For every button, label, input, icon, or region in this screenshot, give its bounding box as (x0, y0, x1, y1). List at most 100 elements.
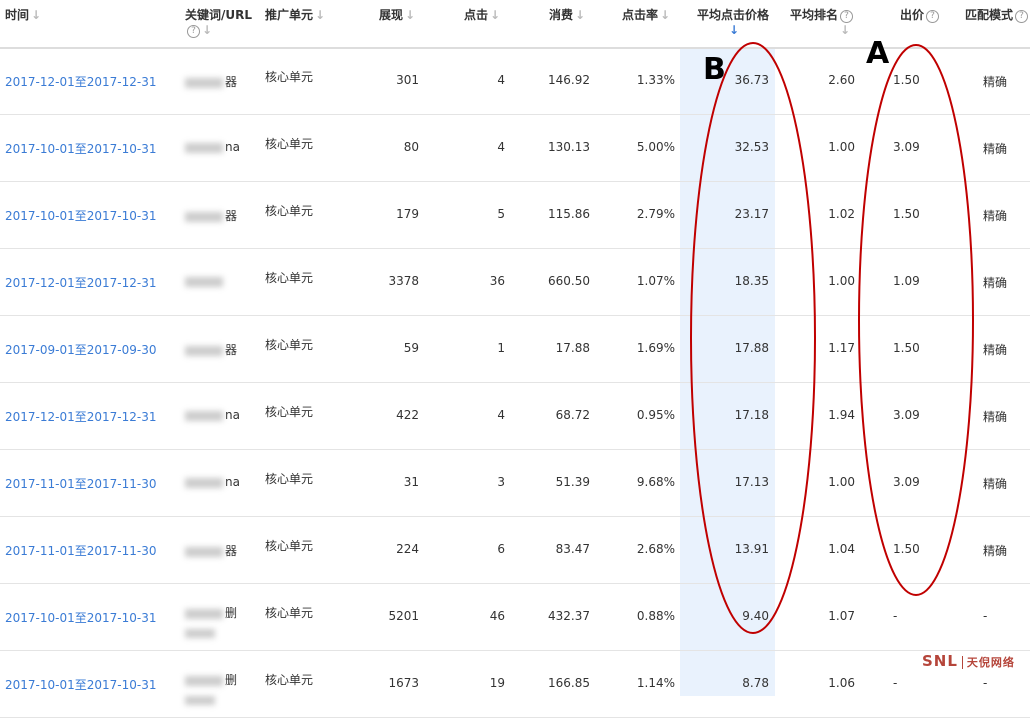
header-clicks[interactable]: 点击 ↓ (464, 8, 501, 22)
cell-clicks: 5 (497, 207, 505, 221)
header-avg-rank[interactable]: 平均排名? ↓ (790, 6, 854, 37)
header-avg-cpc[interactable]: 平均点击价格 ↓ (697, 8, 770, 37)
cell-avg-rank: 2.60 (828, 73, 855, 87)
blurred-text (185, 211, 223, 222)
arrow-down-icon[interactable]: ↓ (575, 8, 586, 22)
table-row: 2017-12-01至2017-12-31 3378 36 660.50 1.07% 18… (0, 249, 1030, 316)
cell-match: 精确 (983, 477, 1008, 491)
cell-avg-rank: 1.00 (828, 140, 855, 154)
cell-bid: 1.50 (893, 207, 920, 221)
cell-ctr: 0.95% (636, 408, 675, 422)
cell-impressions: 31 (403, 475, 419, 489)
cell-cost: 115.86 (548, 207, 590, 221)
blurred-text (185, 477, 223, 488)
cell-clicks: 19 (489, 676, 505, 690)
cell-avg-rank: 1.06 (828, 676, 855, 690)
cell-impressions: 179 (396, 207, 419, 221)
cell-unit: 核心单元 (265, 673, 314, 687)
cell-cost: 660.50 (548, 274, 590, 288)
annotation-ellipse-a (858, 44, 974, 596)
cell-keyword: na (185, 140, 260, 154)
arrow-down-icon[interactable]: ↓ (728, 23, 740, 37)
cell-ctr: 2.79% (636, 207, 675, 221)
cell-match: 精确 (983, 343, 1008, 357)
watermark-logo: SNL 天倪网络 (922, 652, 1015, 670)
arrow-down-icon[interactable]: ↓ (315, 8, 326, 22)
cell-unit: 核心单元 (265, 606, 314, 620)
header-cost[interactable]: 消费 ↓ (549, 8, 586, 22)
blurred-text (185, 696, 215, 705)
cell-ctr: 1.33% (636, 73, 675, 87)
header-keyword[interactable]: 关键词/URL? ↓ (185, 8, 253, 38)
header-match[interactable]: 匹配模式? (965, 6, 1029, 23)
cell-time[interactable]: 2017-11-01至2017-11-30 (5, 477, 157, 491)
cell-impressions: 59 (403, 341, 419, 355)
cell-keyword: 器 (185, 542, 260, 559)
cell-unit: 核心单元 (265, 472, 314, 486)
cell-time[interactable]: 2017-12-01至2017-12-31 (5, 75, 157, 89)
blurred-text (185, 77, 223, 88)
cell-time[interactable]: 2017-10-01至2017-10-31 (5, 678, 157, 692)
header-bid[interactable]: 出价? (900, 6, 940, 23)
cell-time[interactable]: 2017-09-01至2017-09-30 (5, 343, 157, 357)
arrow-down-icon[interactable]: ↓ (405, 8, 416, 22)
blurred-text (185, 629, 215, 638)
cell-keyword: 器 (185, 73, 260, 90)
cell-time[interactable]: 2017-10-01至2017-10-31 (5, 611, 157, 625)
cell-time[interactable]: 2017-10-01至2017-10-31 (5, 142, 157, 156)
cell-match: 精确 (983, 544, 1008, 558)
cell-time[interactable]: 2017-11-01至2017-11-30 (5, 544, 157, 558)
cell-cost: 17.88 (555, 341, 590, 355)
cell-impressions: 224 (396, 542, 419, 556)
cell-clicks: 3 (497, 475, 505, 489)
cell-ctr: 9.68% (636, 475, 675, 489)
question-circle-icon[interactable]: ? (926, 10, 940, 23)
cell-clicks: 4 (497, 140, 505, 154)
cell-bid: 1.50 (893, 542, 920, 556)
table-row: 2017-12-01至2017-12-31 422 4 68.72 0.95% 17.18… (0, 383, 1030, 450)
arrow-down-icon[interactable]: ↓ (31, 8, 42, 22)
table-row: 2017-11-01至2017-11-30 31 3 51.39 9.68% 17.13 1… (0, 450, 1030, 517)
header-impressions[interactable]: 展现 ↓ (379, 8, 416, 22)
cell-ctr: 0.88% (636, 609, 675, 623)
cell-time[interactable]: 2017-10-01至2017-10-31 (5, 209, 157, 223)
cell-impressions: 1673 (388, 676, 419, 690)
cell-avg-cpc: 13.91 (734, 542, 769, 556)
cell-clicks: 36 (489, 274, 505, 288)
arrow-down-icon[interactable]: ↓ (840, 23, 851, 37)
table-row: 2017-12-01至2017-12-31 301 4 146.92 1.33% 36.7… (0, 48, 1030, 115)
arrow-down-icon[interactable]: ↓ (660, 8, 671, 22)
question-circle-icon[interactable]: ? (1015, 10, 1029, 23)
cell-bid: 3.09 (893, 475, 920, 489)
arrow-down-icon[interactable]: ↓ (202, 23, 213, 37)
cell-time[interactable]: 2017-12-01至2017-12-31 (5, 410, 157, 424)
cell-avg-cpc: 17.13 (734, 475, 769, 489)
cell-keyword: na (185, 408, 260, 422)
table-row: 2017-10-01至2017-10-31 179 5 115.86 2.79% 23.1… (0, 182, 1030, 249)
table-header: 时间 ↓ 关键词/URL? ↓ 推广单元 ↓ 展现 ↓ 点击 ↓ 消费 ↓ 点击率 ↓ 平均点… (0, 0, 1030, 49)
cell-match: - (983, 609, 988, 623)
cell-keyword (185, 274, 260, 288)
cell-ctr: 5.00% (636, 140, 675, 154)
table-row: 2017-10-01至2017-10-31 80 4 130.13 5.00% 32.53… (0, 115, 1030, 182)
cell-unit: 核心单元 (265, 204, 314, 218)
cell-keyword: 删 (185, 604, 260, 638)
cell-avg-rank: 1.04 (828, 542, 855, 556)
header-ctr[interactable]: 点击率 ↓ (622, 8, 671, 22)
question-circle-icon[interactable]: ? (187, 25, 200, 38)
cell-time[interactable]: 2017-12-01至2017-12-31 (5, 276, 157, 290)
cell-bid: 1.09 (893, 274, 920, 288)
cell-clicks: 6 (497, 542, 505, 556)
cell-bid: 3.09 (893, 408, 920, 422)
cell-unit: 核心单元 (265, 70, 314, 84)
header-time[interactable]: 时间 ↓ (5, 8, 42, 22)
cell-avg-cpc: 17.18 (734, 408, 769, 422)
cell-cost: 51.39 (555, 475, 590, 489)
cell-match: - (983, 676, 988, 690)
arrow-down-icon[interactable]: ↓ (490, 8, 501, 22)
cell-avg-rank: 1.00 (828, 274, 855, 288)
annotation-label-b: B (703, 52, 726, 87)
header-unit[interactable]: 推广单元 ↓ (265, 8, 326, 22)
cell-cost: 83.47 (555, 542, 590, 556)
cell-match: 精确 (983, 142, 1008, 156)
